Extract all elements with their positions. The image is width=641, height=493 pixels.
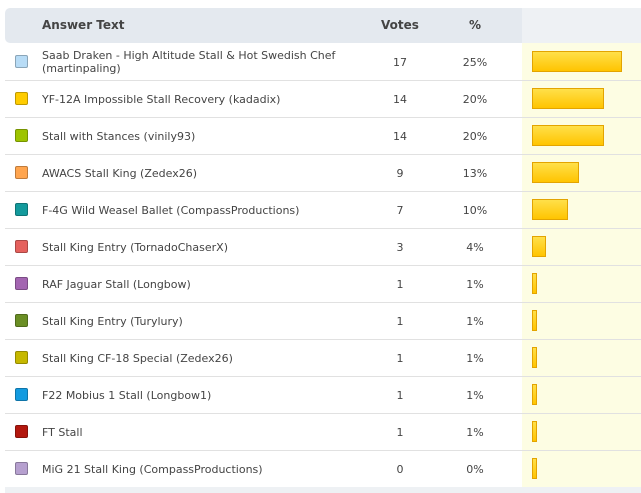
table-row: Stall with Stances (vinily93) 14 20% xyxy=(5,118,641,155)
color-swatch xyxy=(15,55,28,68)
vote-bar xyxy=(532,458,537,479)
vote-count: 0 xyxy=(396,462,404,476)
table-row: Stall King CF-18 Special (Zedex26) 1 1% xyxy=(5,340,641,377)
answer-text: Stall King Entry (TornadoChaserX) xyxy=(42,240,228,254)
vote-count: 9 xyxy=(396,166,404,180)
table-row: Stall King Entry (TornadoChaserX) 3 4% xyxy=(5,229,641,266)
vote-bar xyxy=(532,384,537,405)
vote-count: 1 xyxy=(396,314,404,328)
table-row: RAF Jaguar Stall (Longbow) 1 1% xyxy=(5,266,641,303)
answer-text: F22 Mobius 1 Stall (Longbow1) xyxy=(42,388,212,402)
vote-percent: 20% xyxy=(462,92,488,106)
vote-bar xyxy=(532,273,537,294)
vote-percent: 10% xyxy=(462,203,488,217)
vote-percent: 4% xyxy=(466,240,484,254)
table-row: F22 Mobius 1 Stall (Longbow1) 1 1% xyxy=(5,377,641,414)
vote-percent: 1% xyxy=(466,277,484,291)
answer-text: MiG 21 Stall King (CompassProductions) xyxy=(42,462,263,476)
vote-count: 1 xyxy=(396,277,404,291)
color-swatch xyxy=(15,129,28,142)
answer-text: FT Stall xyxy=(42,425,83,439)
vote-percent: 1% xyxy=(466,388,484,402)
vote-percent: 0% xyxy=(466,462,484,476)
table-row: MiG 21 Stall King (CompassProductions) 0 0… xyxy=(5,451,641,488)
vote-count: 14 xyxy=(393,129,407,143)
table-row: F-4G Wild Weasel Ballet (CompassProducti… xyxy=(5,192,641,229)
color-swatch xyxy=(15,314,28,327)
chart-column xyxy=(522,43,641,493)
vote-percent: 1% xyxy=(466,425,484,439)
answer-text: AWACS Stall King (Zedex26) xyxy=(42,166,198,180)
vote-count: 14 xyxy=(393,92,407,106)
vote-bar xyxy=(532,347,537,368)
vote-bar xyxy=(532,199,568,220)
answer-text: Stall King Entry (Turylury) xyxy=(42,314,183,328)
vote-percent: 1% xyxy=(466,314,484,328)
table-row: YF-12A Impossible Stall Recovery (kadadi… xyxy=(5,81,641,118)
vote-percent: 20% xyxy=(462,129,488,143)
vote-count: 1 xyxy=(396,351,404,365)
vote-bar xyxy=(532,421,537,442)
answer-text: Saab Draken - High Altitude Stall & Hot … xyxy=(42,49,336,75)
vote-percent: 25% xyxy=(462,55,488,69)
answer-text: Stall King CF-18 Special (Zedex26) xyxy=(42,351,233,365)
table-footer xyxy=(5,487,641,493)
vote-bar xyxy=(532,125,604,146)
color-swatch xyxy=(15,92,28,105)
chart-column-header xyxy=(522,8,641,43)
color-swatch xyxy=(15,240,28,253)
vote-bar xyxy=(532,236,546,257)
color-swatch xyxy=(15,166,28,179)
vote-count: 1 xyxy=(396,388,404,402)
color-swatch xyxy=(15,277,28,290)
vote-count: 3 xyxy=(396,240,404,254)
vote-count: 1 xyxy=(396,425,404,439)
answer-text: F-4G Wild Weasel Ballet (CompassProducti… xyxy=(42,203,300,217)
vote-bar xyxy=(532,51,622,72)
vote-count: 7 xyxy=(396,203,404,217)
answer-text: YF-12A Impossible Stall Recovery (kadadi… xyxy=(42,92,281,106)
color-swatch xyxy=(15,425,28,438)
column-header-answer: Answer Text xyxy=(42,18,125,32)
table-row: AWACS Stall King (Zedex26) 9 13% xyxy=(5,155,641,192)
answer-text: Stall with Stances (vinily93) xyxy=(42,129,196,143)
column-header-votes: Votes xyxy=(381,18,419,32)
vote-bar xyxy=(532,162,579,183)
answer-text: RAF Jaguar Stall (Longbow) xyxy=(42,277,191,291)
vote-count: 17 xyxy=(393,55,407,69)
color-swatch xyxy=(15,462,28,475)
color-swatch xyxy=(15,203,28,216)
vote-bar xyxy=(532,310,537,331)
color-swatch xyxy=(15,351,28,364)
table-row: Stall King Entry (Turylury) 1 1% xyxy=(5,303,641,340)
column-header-percent: % xyxy=(468,18,482,32)
table-row: Saab Draken - High Altitude Stall & Hot … xyxy=(5,44,641,81)
vote-percent: 1% xyxy=(466,351,484,365)
table-row: FT Stall 1 1% xyxy=(5,414,641,451)
vote-bar xyxy=(532,88,604,109)
color-swatch xyxy=(15,388,28,401)
vote-percent: 13% xyxy=(462,166,488,180)
